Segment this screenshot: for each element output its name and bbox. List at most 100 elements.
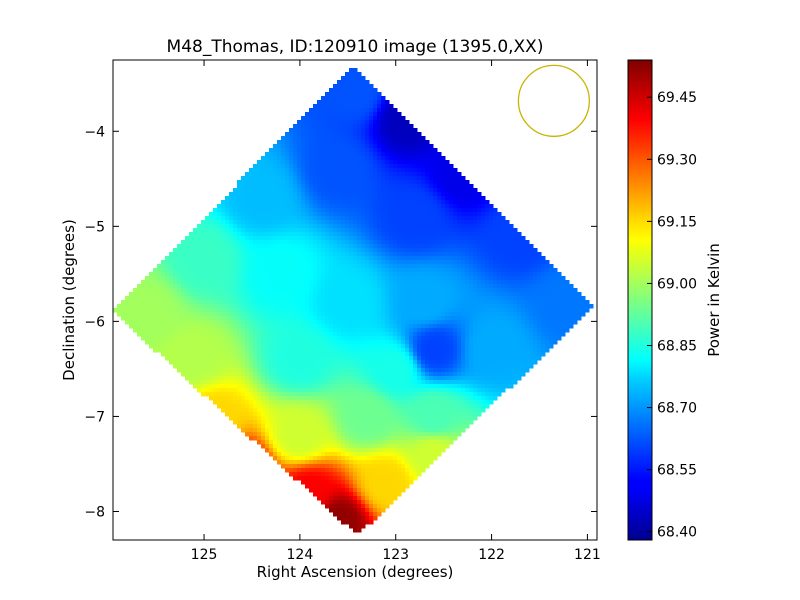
heatmap-cell [237,236,242,241]
heatmap-cell [485,328,490,333]
heatmap-cell [165,304,170,309]
heatmap-cell [201,232,206,237]
heatmap-cell [433,192,438,197]
heatmap-cell [385,256,390,261]
heatmap-cell [349,308,354,313]
heatmap-cell [121,316,126,321]
heatmap-cell [517,260,522,265]
heatmap-cell [445,276,450,281]
heatmap-cell [429,260,434,265]
heatmap-cell [269,152,274,157]
heatmap-cell [337,172,342,177]
heatmap-cell [125,312,130,317]
heatmap-cell [457,336,462,341]
heatmap-cell [397,272,402,277]
heatmap-cell [457,192,462,197]
heatmap-cell [509,272,514,277]
heatmap-cell [321,224,326,229]
heatmap-cell [209,336,214,341]
heatmap-cell [201,296,206,301]
heatmap-cell [321,172,326,177]
heatmap-cell [425,252,430,257]
heatmap-cell [273,184,278,189]
heatmap-cell [565,316,570,321]
heatmap-cell [197,316,202,321]
heatmap-cell [453,300,458,305]
heatmap-cell [469,192,474,197]
heatmap-cell [481,272,486,277]
heatmap-cell [293,236,298,241]
heatmap-cell [393,280,398,285]
heatmap-cell [461,200,466,205]
heatmap-cell [545,300,550,305]
heatmap-cell [329,316,334,321]
heatmap-cell [297,252,302,257]
heatmap-cell [453,252,458,257]
heatmap-cell [569,324,574,329]
heatmap-cell [389,148,394,153]
heatmap-cell [381,252,386,257]
heatmap-cell [393,276,398,281]
heatmap-cell [393,284,398,289]
heatmap-cell [317,224,322,229]
heatmap-cell [369,256,374,261]
heatmap-cell [157,328,162,333]
heatmap-cell [317,148,322,153]
heatmap-cell [417,156,422,161]
heatmap-cell [169,316,174,321]
heatmap-cell [241,260,246,265]
heatmap-cell [525,268,530,273]
heatmap-cell [257,308,262,313]
heatmap-cell [325,100,330,105]
heatmap-cell [361,268,366,273]
heatmap-cell [405,148,410,153]
heatmap-cell [277,164,282,169]
heatmap-cell [481,324,486,329]
heatmap-cell [293,328,298,333]
heatmap-cell [433,212,438,217]
heatmap-cell [161,320,166,325]
heatmap-cell [493,320,498,325]
heatmap-cell [285,232,290,237]
heatmap-cell [321,96,326,101]
heatmap-cell [165,292,170,297]
heatmap-cell [393,340,398,345]
heatmap-cell [445,164,450,169]
heatmap-cell [305,196,310,201]
heatmap-cell [545,336,550,341]
heatmap-cell [333,340,338,345]
heatmap-cell [373,284,378,289]
heatmap-cell [513,256,518,261]
heatmap-cell [373,276,378,281]
heatmap-cell [309,276,314,281]
heatmap-cell [409,220,414,225]
heatmap-cell [297,152,302,157]
heatmap-cell [233,356,238,361]
heatmap-cell [333,168,338,173]
heatmap-cell [353,84,358,89]
heatmap-cell [325,292,330,297]
heatmap-cell [249,180,254,185]
heatmap-cell [149,288,154,293]
heatmap-cell [201,288,206,293]
heatmap-cell [217,224,222,229]
heatmap-cell [353,116,358,121]
heatmap-cell [381,260,386,265]
heatmap-cell [257,356,262,361]
heatmap-cell [269,292,274,297]
heatmap-cell [533,272,538,277]
heatmap-cell [533,276,538,281]
heatmap-cell [329,292,334,297]
heatmap-cell [301,308,306,313]
heatmap-cell [289,148,294,153]
heatmap-cell [185,332,190,337]
heatmap-cell [157,308,162,313]
heatmap-cell [285,216,290,221]
heatmap-cell [493,228,498,233]
heatmap-cell [169,272,174,277]
heatmap-cell [509,240,514,245]
heatmap-cell [257,340,262,345]
heatmap-cell [213,296,218,301]
heatmap-cell [249,212,254,217]
heatmap-cell [341,208,346,213]
